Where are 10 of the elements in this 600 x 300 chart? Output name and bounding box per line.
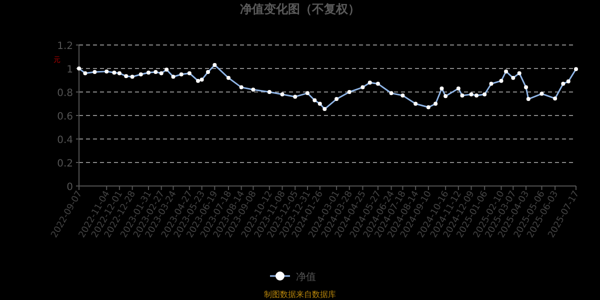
y-tick-label: 0.2 xyxy=(57,158,73,170)
text: 制图数据来自数据库 xyxy=(264,290,336,299)
chart-title: 净值变化图（不复权） xyxy=(240,2,360,16)
y-tick-label: 0.8 xyxy=(57,88,73,99)
y-tick-label: 0.6 xyxy=(57,112,73,122)
y-tick-label: 0.4 xyxy=(57,135,73,146)
y-tick-label: 0 xyxy=(66,182,73,193)
y-tick-label: 1 xyxy=(66,64,73,76)
legend-label: 净值 xyxy=(296,271,316,283)
y-tick-label: 1.2 xyxy=(57,41,73,52)
